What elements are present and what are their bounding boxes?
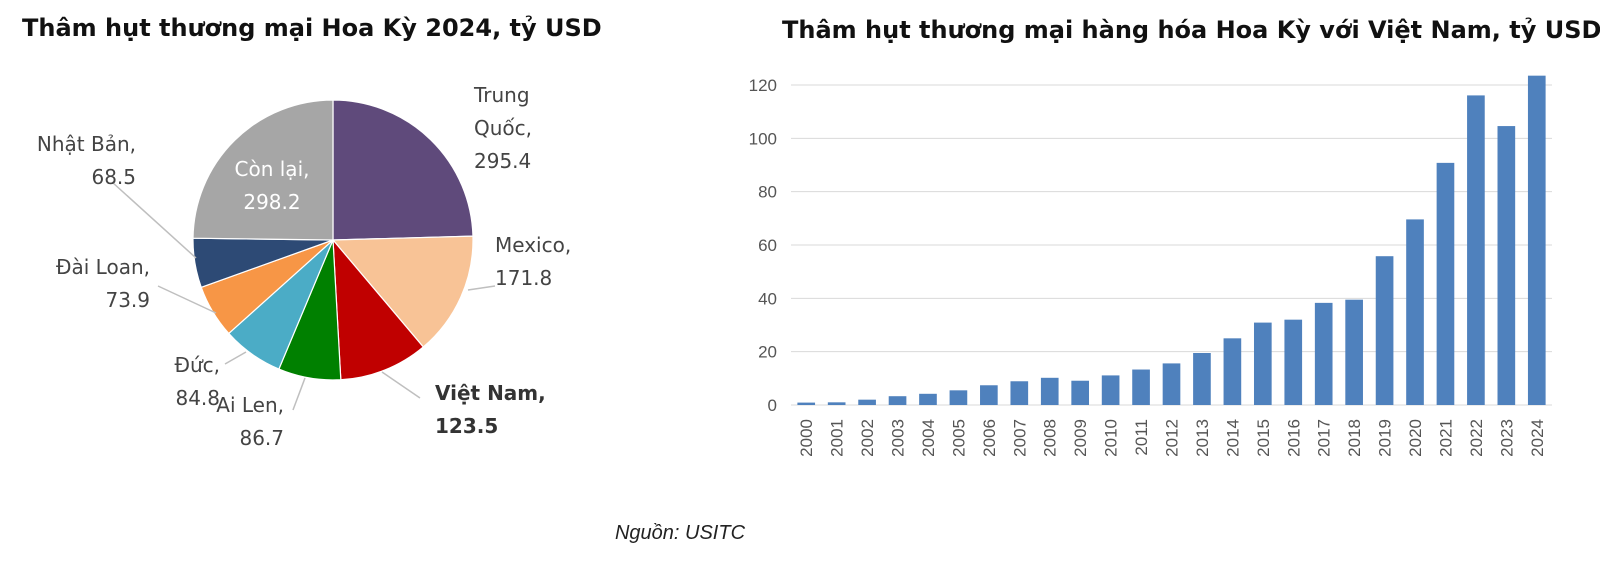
bar-2015 [1253, 322, 1272, 405]
bar-2004 [919, 393, 937, 405]
bar-2023 [1497, 126, 1516, 405]
x-tick-label: 2017 [1315, 419, 1334, 457]
x-tick-label: 2006 [980, 419, 999, 457]
y-tick-label: 0 [768, 396, 777, 415]
bar-2016 [1284, 319, 1303, 405]
pie-label-con-lai: Còn lại, 298.2 [235, 157, 310, 214]
bar-2005 [949, 390, 968, 405]
bar-chart-title: Thâm hụt thương mại hàng hóa Hoa Kỳ với … [782, 16, 1600, 44]
x-tick-label: 2013 [1193, 419, 1212, 457]
x-tick-label: 2000 [797, 419, 816, 457]
pie-slice-trung-quoc [332, 99, 474, 241]
bar-2011 [1132, 369, 1150, 405]
y-tick-label: 40 [758, 289, 777, 308]
leader-line [111, 181, 197, 259]
bar-2003 [888, 396, 907, 405]
x-tick-label: 2016 [1284, 419, 1303, 457]
bar-2022 [1467, 95, 1485, 406]
bar-chart: 0 20 40 60 80 100 120 2000 2001 2002 2003 2004 2005 2… [749, 75, 1552, 457]
x-tick-label: 2015 [1254, 419, 1273, 457]
x-tick-label: 2010 [1102, 419, 1121, 457]
bar-2000 [797, 402, 816, 405]
x-tick-label: 2023 [1497, 419, 1516, 457]
bar-2014 [1223, 338, 1242, 405]
source-note: Nguồn: USITC [614, 522, 746, 544]
pie-label-ai-len: Ai Len, 86.7 [216, 393, 284, 450]
x-tick-label: 2021 [1436, 419, 1455, 457]
bar-2009 [1071, 380, 1090, 405]
x-tick-label: 2018 [1345, 419, 1364, 457]
bar-2001 [827, 402, 846, 405]
bar-2020 [1406, 219, 1424, 405]
x-tick-label: 2014 [1223, 419, 1242, 457]
bar-2010 [1101, 375, 1120, 405]
bar-2008 [1040, 377, 1059, 405]
x-tick-label: 2009 [1071, 419, 1090, 457]
bar-2013 [1193, 353, 1211, 405]
y-tick-label: 20 [758, 343, 777, 362]
x-tick-label: 2011 [1132, 419, 1151, 456]
x-tick-label: 2012 [1163, 419, 1182, 457]
pie-label-mexico: Mexico, 171.8 [495, 233, 571, 290]
y-tick-label: 100 [749, 129, 777, 148]
pie-slice-mexico [331, 235, 474, 348]
pie-label-trung-quoc: Trung Quốc, 295.4 [473, 83, 532, 173]
bar-2006 [980, 385, 998, 405]
y-tick-label: 60 [758, 236, 777, 255]
pie-chart-title: Thâm hụt thương mại Hoa Kỳ 2024, tỷ USD [22, 14, 602, 42]
leader-line [292, 377, 306, 411]
bar-2017 [1314, 302, 1333, 405]
bar-2019 [1375, 256, 1394, 405]
x-tick-label: 2004 [919, 419, 938, 457]
bar-2018 [1345, 299, 1363, 405]
bar-2002 [858, 399, 876, 405]
x-tick-label: 2019 [1376, 419, 1395, 457]
bar-2024 [1527, 75, 1546, 406]
leader-line [467, 285, 496, 291]
y-tick-label: 80 [758, 183, 777, 202]
x-tick-label: 2003 [889, 419, 908, 457]
x-tick-label: 2001 [828, 419, 847, 457]
pie-slice-viet-nam [332, 238, 425, 381]
pie-slice-con-lai [192, 99, 334, 241]
pie-label-dai-loan: Đài Loan, 73.9 [56, 255, 150, 312]
pie-label-duc: Đức, 84.8 [174, 353, 220, 410]
leader-line [381, 371, 421, 399]
bar-2021 [1436, 162, 1455, 405]
x-tick-label: 2008 [1041, 419, 1060, 457]
x-tick-label: 2007 [1010, 419, 1029, 457]
bar-2012 [1162, 363, 1181, 405]
pie-chart: Trung Quốc, 295.4 Mexico, 171.8 Việt Nam, 123.… [37, 83, 571, 450]
x-tick-label: 2020 [1406, 419, 1425, 457]
x-tick-label: 2005 [949, 419, 968, 457]
x-tick-label: 2024 [1528, 419, 1547, 457]
pie-label-viet-nam: Việt Nam, 123.5 [435, 381, 546, 438]
x-tick-label: 2002 [858, 419, 877, 457]
y-tick-label: 120 [749, 76, 777, 95]
pie-label-nhat-ban: Nhật Bản, 68.5 [37, 132, 136, 189]
bar-2007 [1010, 381, 1029, 405]
leader-line [157, 285, 217, 314]
x-tick-label: 2022 [1467, 419, 1486, 457]
leader-line [224, 351, 247, 365]
